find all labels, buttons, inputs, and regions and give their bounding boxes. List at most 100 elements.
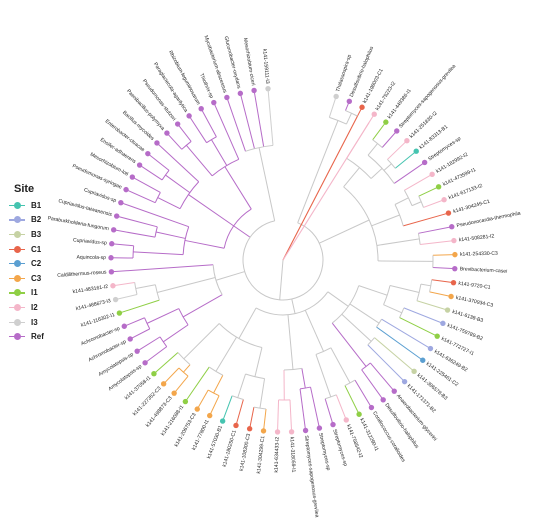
leaf-dot (368, 404, 375, 411)
legend-swatch-i2 (8, 302, 26, 312)
legend-swatch-c2 (8, 259, 26, 269)
leaf-label: Streptomyces-sp (331, 429, 348, 467)
tree-branch (358, 285, 388, 296)
tree-branch (215, 271, 245, 281)
tree-branch (119, 299, 160, 314)
leaf-dot (444, 307, 451, 313)
leaf-label: Thiothrix-sp (198, 73, 214, 100)
leaf-dot (450, 279, 457, 286)
tree-branch (239, 93, 255, 149)
tree-branch (432, 267, 455, 270)
tree-arc (372, 139, 383, 148)
leaf-dot (112, 296, 119, 303)
tree-branch (387, 140, 408, 160)
tree-branch (343, 167, 360, 188)
tree-branch (155, 231, 186, 239)
tree-branch (315, 354, 332, 398)
tree-branch (418, 226, 452, 234)
tree-branch (418, 186, 439, 197)
tree-branch (215, 336, 237, 372)
tree-branch (354, 379, 372, 408)
leaf-dot (145, 150, 151, 157)
leaf-label: Mesorhizobium-ciceri (242, 38, 256, 86)
legend-swatch-i3 (8, 317, 26, 327)
tree-branch (226, 97, 246, 152)
leaf-dot (108, 269, 115, 275)
legend-label-b2: B2 (31, 215, 42, 225)
leaf-label: k141-370934-C3 (455, 295, 494, 309)
leaf-label: Pseudonocardia-thermophila (456, 211, 521, 230)
tree-branch (349, 303, 380, 324)
leaf-dot (421, 159, 428, 166)
tree-branch (389, 285, 420, 293)
tree-branch (383, 304, 403, 314)
tree-arc (255, 291, 329, 316)
legend-item-b2: B2 (8, 213, 78, 228)
tree-branch (377, 260, 433, 262)
leaf-dot (346, 98, 353, 105)
tree-branch (249, 407, 255, 429)
tree-branch (188, 115, 207, 143)
leaf-label: k141-318059-I1 (288, 437, 296, 473)
leaf-label: Caldilithermus-roseus (57, 269, 107, 278)
leaf-label: k141-6138-B3 (451, 309, 484, 324)
tree-arc (178, 367, 189, 377)
tree-branch (124, 317, 145, 327)
leaf-dot (451, 237, 457, 244)
legend-label-i3: I3 (31, 317, 38, 327)
legend-swatch-c1 (8, 244, 26, 254)
tree-branch (209, 395, 220, 416)
tree-branch (156, 142, 200, 183)
leaf-dot (434, 333, 440, 339)
leaf-dot (116, 310, 123, 316)
tree-branch (237, 373, 246, 398)
leaf-dot (383, 119, 389, 125)
tree-branches (111, 88, 455, 432)
tree-branch (324, 398, 334, 425)
tree-branch (185, 144, 213, 177)
tree-arc (208, 366, 224, 376)
tree-arc (429, 279, 433, 292)
leaf-label: k141-77800-I1 (191, 419, 210, 451)
leaf-dot (182, 398, 189, 405)
tree-branch (328, 96, 337, 118)
tree-branch (211, 139, 228, 166)
leaf-dot (343, 417, 349, 423)
leaf-label: Anaerobacterium-glycerini (395, 393, 438, 442)
leaf-dot (427, 345, 434, 352)
tree-branch (341, 313, 372, 342)
leaf-dot (174, 121, 181, 127)
leaf-dot (413, 148, 419, 154)
leaf-label: Corallococcus-coralloides (371, 410, 406, 463)
tree-branch (376, 238, 420, 246)
leaf-label: k141-473599-I1 (442, 167, 477, 188)
legend-swatch-ref (8, 332, 26, 342)
leaf-label: Cupriavidus-sp (83, 187, 117, 204)
tree-branch (277, 399, 280, 432)
tree-branch (147, 153, 170, 171)
leaf-label: Brevibacterium-casei (460, 266, 508, 274)
leaf-dot (420, 357, 426, 363)
legend-item-c1: C1 (8, 242, 78, 257)
tree-branch (111, 243, 134, 247)
tree-arc (223, 208, 252, 249)
leaf-label: Aquincola-sp (77, 255, 107, 261)
leaf-dot (113, 213, 120, 219)
leaf-dot (110, 227, 117, 233)
tree-branch (156, 276, 216, 293)
legend-label-i1: I1 (31, 288, 38, 298)
leaf-dot (224, 94, 230, 101)
legend-item-c3: C3 (8, 271, 78, 286)
tree-branch (376, 326, 424, 361)
tree-branch (327, 291, 349, 307)
legend-label-c3: C3 (31, 273, 42, 283)
legend-item-i3: I3 (8, 315, 78, 330)
leaf-dot (288, 429, 295, 435)
tree-arc (154, 284, 160, 301)
tree-branch (157, 197, 181, 210)
tree-branch (291, 298, 296, 314)
tree-branch (331, 322, 367, 367)
legend-label-b1: B1 (31, 200, 42, 210)
